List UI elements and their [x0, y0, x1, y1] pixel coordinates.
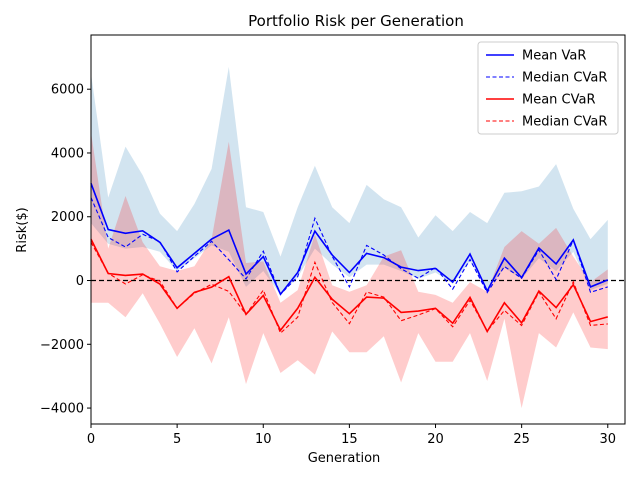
legend-label: Mean VaR	[522, 49, 586, 64]
axes	[90, 34, 626, 425]
legend-label: Mean CVaR	[522, 93, 596, 108]
x-tick-label: 30	[600, 432, 617, 447]
x-tick-label: 20	[427, 432, 444, 447]
legend-box	[477, 41, 619, 135]
y-tick-label: 4000	[51, 146, 84, 161]
band-1	[91, 132, 608, 409]
series-line-1	[90, 197, 608, 296]
x-tick-label: 5	[173, 432, 181, 447]
x-axis-ticks: 0 5 10 15 20 25 30	[87, 424, 616, 447]
y-tick-label: −2000	[40, 338, 84, 353]
x-tick-label: 0	[87, 432, 95, 447]
x-axis-label: Generation	[308, 451, 381, 466]
legend-label: Median CVaR	[522, 115, 607, 130]
x-tick-label: 15	[341, 432, 358, 447]
chart-title: Portfolio Risk per Generation	[248, 12, 464, 30]
y-axis-ticks: −4000 −2000 0 2000 4000 6000	[40, 83, 91, 417]
x-tick-label: 10	[255, 432, 272, 447]
y-tick-label: 6000	[51, 83, 84, 98]
x-tick-label: 25	[513, 432, 530, 447]
y-tick-label: 2000	[51, 210, 84, 225]
legend: Mean VaR Median CVaR Mean CVaR Median CVaR	[477, 41, 619, 135]
y-tick-label: −4000	[40, 402, 84, 417]
y-tick-label: 0	[76, 274, 84, 289]
series-line-3	[90, 242, 608, 335]
band-0	[91, 66, 608, 295]
plot-frame	[90, 34, 626, 425]
uncertainty-bands	[91, 66, 608, 409]
legend-label: Median CVaR	[522, 71, 607, 86]
y-axis-label: Risk($)	[15, 207, 30, 252]
series-lines	[90, 183, 609, 335]
